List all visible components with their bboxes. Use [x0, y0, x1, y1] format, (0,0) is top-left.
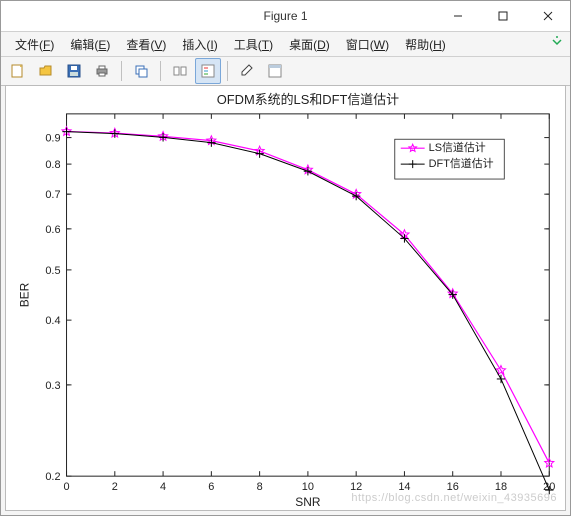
edit-plot-button[interactable] [234, 58, 260, 84]
xtick-label: 14 [398, 481, 410, 493]
xtick-label: 8 [257, 481, 263, 493]
xtick-label: 2 [112, 481, 118, 493]
open-button[interactable] [33, 58, 59, 84]
ylabel: BER [18, 282, 32, 307]
menubar: 文件(F)编辑(E)查看(V)插入(I)工具(T)桌面(D)窗口(W)帮助(H) [1, 32, 570, 57]
minimize-button[interactable] [435, 2, 480, 31]
save-button[interactable] [61, 58, 87, 84]
menu-d[interactable]: 桌面(D) [281, 34, 338, 55]
xtick-label: 0 [63, 481, 69, 493]
xtick-label: 12 [350, 481, 362, 493]
menu-i[interactable]: 插入(I) [174, 34, 225, 55]
axes-panel: 024681012141618200.20.30.40.50.60.70.80.… [5, 85, 566, 511]
ytick-label: 0.3 [45, 380, 60, 392]
legend-label-1: DFT信道估计 [429, 156, 494, 170]
chart-title: OFDM系统的LS和DFT信道估计 [217, 92, 399, 107]
maximize-button[interactable] [480, 2, 525, 31]
ytick-label: 0.6 [45, 224, 60, 236]
ytick-label: 0.2 [45, 471, 60, 483]
ytick-label: 0.4 [45, 315, 60, 327]
ytick-label: 0.5 [45, 265, 60, 277]
menu-h[interactable]: 帮助(H) [397, 34, 454, 55]
link-axes-button[interactable] [167, 58, 193, 84]
menu-v[interactable]: 查看(V) [118, 34, 174, 55]
legend-label-0: LS信道估计 [429, 140, 486, 154]
toolbar [1, 57, 570, 86]
figure-window: Figure 1 文件(F)编辑(E)查看(V)插入(I)工具(T)桌面(D)窗… [0, 0, 571, 516]
close-button[interactable] [525, 2, 570, 31]
ytick-label: 0.8 [45, 159, 60, 171]
xtick-label: 10 [302, 481, 314, 493]
titlebar: Figure 1 [1, 1, 570, 32]
ytick-label: 0.9 [45, 133, 60, 145]
ytick-label: 0.7 [45, 189, 60, 201]
open-property-inspector-button[interactable] [262, 58, 288, 84]
new-figure-button[interactable] [5, 58, 31, 84]
xlabel: SNR [295, 495, 321, 509]
menu-w[interactable]: 窗口(W) [338, 34, 397, 55]
insert-legend-button[interactable] [195, 58, 221, 84]
menu-t[interactable]: 工具(T) [226, 34, 281, 55]
toolbar-separator [121, 61, 122, 81]
menu-e[interactable]: 编辑(E) [62, 34, 118, 55]
series-line-0[interactable] [67, 131, 550, 463]
menu-corner-icon[interactable] [550, 34, 564, 51]
series-line-1[interactable] [67, 132, 550, 490]
copy-figure-button[interactable] [128, 58, 154, 84]
xtick-label: 16 [447, 481, 459, 493]
xtick-label: 18 [495, 481, 507, 493]
xtick-label: 4 [160, 481, 166, 493]
chart[interactable]: 024681012141618200.20.30.40.50.60.70.80.… [6, 86, 565, 510]
xtick-label: 6 [208, 481, 214, 493]
toolbar-separator [160, 61, 161, 81]
toolbar-separator [227, 61, 228, 81]
print-button[interactable] [89, 58, 115, 84]
menu-f[interactable]: 文件(F) [7, 34, 62, 55]
